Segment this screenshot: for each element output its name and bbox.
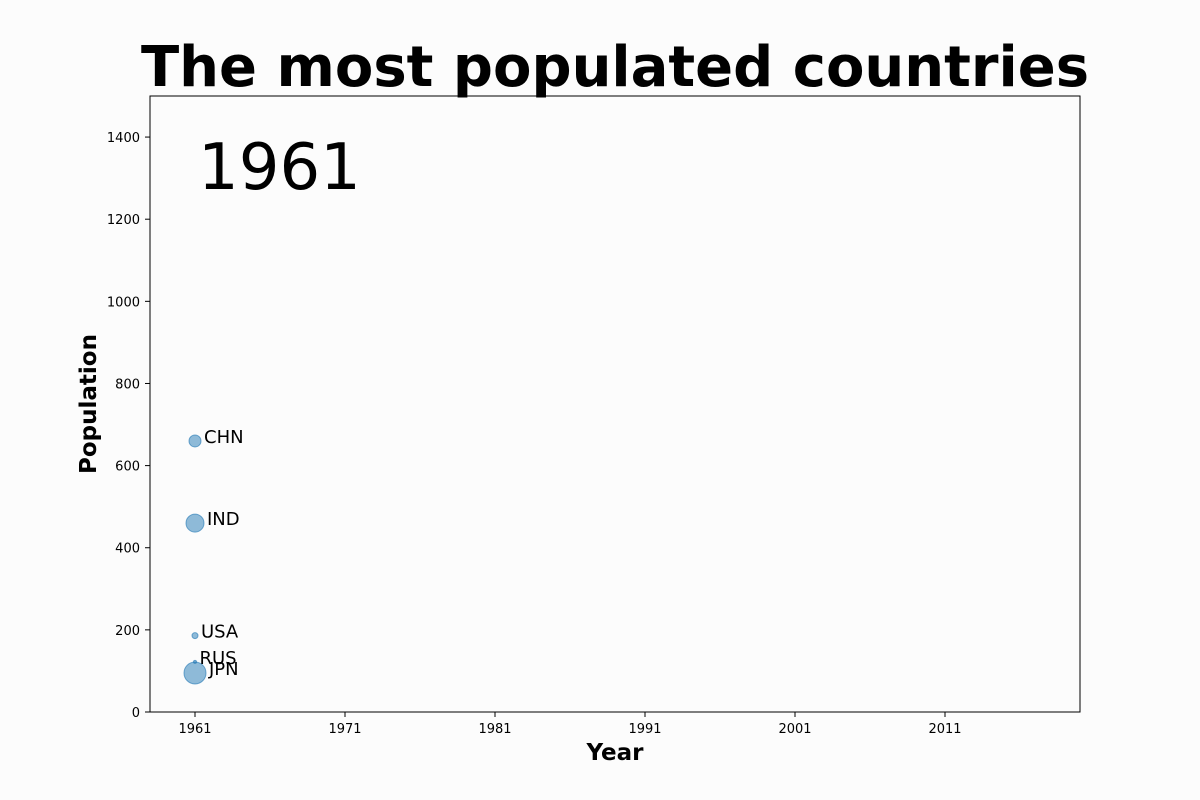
x-axis-label: Year [585, 740, 644, 766]
y-tick-label: 200 [115, 624, 140, 639]
y-tick-label: 0 [132, 706, 140, 721]
x-tick-label: 1981 [478, 722, 511, 737]
x-tick-label: 2011 [928, 722, 961, 737]
year-indicator: 1961 [198, 131, 361, 205]
point-label-jpn: JPN [208, 659, 239, 680]
y-axis-label: Population [76, 334, 102, 474]
data-point-jpn [183, 661, 207, 685]
y-tick-label: 1400 [107, 131, 140, 146]
x-tick-label: 1971 [328, 722, 361, 737]
x-tick-label: 2001 [778, 722, 811, 737]
x-tick-label: 1991 [628, 722, 661, 737]
y-tick-label: 1000 [107, 295, 140, 310]
data-point-ind [185, 513, 205, 533]
point-label-usa: USA [201, 622, 239, 643]
y-tick-label: 400 [115, 542, 140, 557]
y-tick-label: 600 [115, 460, 140, 475]
data-point-chn [188, 434, 202, 448]
data-point-usa [191, 632, 199, 640]
point-label-chn: CHN [204, 427, 244, 448]
y-tick-label: 800 [115, 377, 140, 392]
y-tick-label: 1200 [107, 213, 140, 228]
plot-area-frame [149, 95, 1081, 713]
chart-title: The most populated countries [141, 35, 1089, 100]
point-label-ind: IND [207, 509, 240, 530]
x-tick-label: 1961 [178, 722, 211, 737]
point-label-rus: RUS [200, 648, 237, 669]
